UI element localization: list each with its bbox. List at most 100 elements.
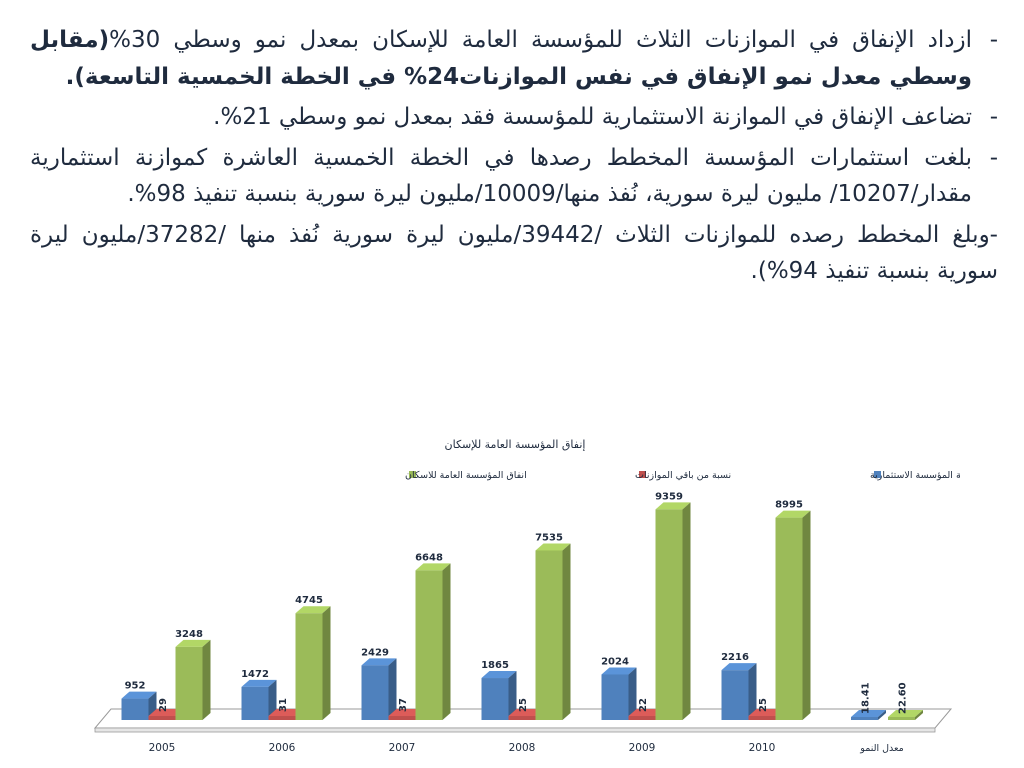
bar-investment-side [268, 679, 277, 720]
bar-spending-rate-side [915, 710, 923, 720]
data-label: 952 [125, 681, 146, 692]
bar-share-top [748, 709, 784, 716]
bar-investment-side [388, 658, 397, 720]
bar-investment-rate [851, 710, 886, 720]
bar-investment [601, 667, 637, 720]
bar-spending-front [415, 570, 443, 720]
data-label: 2024 [601, 656, 629, 667]
x-tick-label: 2005 [149, 742, 176, 754]
bar-investment [241, 679, 277, 720]
data-label: 7535 [535, 532, 563, 543]
legend-label: نسبة من باقي الموازنات [635, 470, 731, 481]
bar-investment [721, 663, 757, 720]
bar-spending [655, 502, 691, 720]
bar-spending-front [535, 550, 563, 720]
bar-spending-top [535, 543, 571, 551]
data-label: 25 [518, 698, 529, 712]
bar-share-top [628, 709, 664, 716]
bar-spending-top [175, 639, 211, 647]
chart-title: إنفاق المؤسسة العامة للإسكان [445, 438, 586, 451]
bullet-dash: - [989, 104, 998, 130]
legend-swatch [639, 471, 646, 478]
bar-spending-top [655, 502, 691, 510]
x-tick-label: معدل النمو [859, 743, 903, 754]
bar-investment-front [121, 698, 149, 720]
bar-spending [775, 510, 811, 720]
x-tick-label: 2008 [509, 742, 536, 754]
bar-spending-front [175, 646, 203, 720]
bar-spending-side [802, 510, 811, 720]
x-tick-label: 2010 [749, 742, 776, 754]
bar-investment-top [121, 691, 157, 699]
bar-spending-side [682, 502, 691, 720]
paragraph-text: (مقابل وسطي معدل نمو الإنفاق في نفس المو… [30, 27, 972, 90]
data-label: 18.41 [861, 682, 872, 714]
bar-investment-rate-top [851, 710, 886, 717]
data-label: 3248 [175, 629, 203, 640]
bar-share-front [748, 716, 776, 720]
bar-spending-top [295, 606, 331, 614]
bar-share-front [628, 716, 656, 720]
bar-spending-rate-top [888, 710, 923, 717]
bar-investment-top [361, 658, 397, 666]
bar-spending-rate [888, 710, 923, 720]
paragraph-text: بلغت استثمارات المؤسسة المخطط رصدها في ا… [30, 144, 972, 208]
bar-chart: إنفاق المؤسسة العامة للإسكان موازنة المؤس… [93, 438, 960, 754]
bar-investment-rate-side [878, 710, 886, 720]
data-label: 2429 [361, 647, 389, 658]
bar-share-top [148, 709, 184, 716]
bar-investment-front [721, 670, 749, 720]
x-tick-label: 2009 [629, 742, 656, 754]
bar-share-front [508, 716, 536, 720]
legend-label: موازنة المؤسسة الاستثمارية [870, 470, 960, 481]
legend-swatch [874, 471, 881, 478]
data-label: 6648 [415, 552, 443, 563]
bar-investment-side [508, 671, 517, 720]
x-tick-label: 2007 [389, 742, 416, 754]
bullet-dash: - [989, 144, 998, 171]
bar-investment-front [601, 674, 629, 720]
chart-floor-edge [94, 727, 936, 733]
bar-spending-rate-front [888, 717, 915, 720]
data-label: 22.60 [898, 682, 909, 714]
data-label: 1865 [481, 660, 509, 671]
chart-container: إنفاق المؤسسة العامة للإسكان موازنة المؤس… [70, 430, 960, 760]
data-label: 22 [638, 698, 649, 712]
paragraph-text: تضاعف الإنفاق في الموازنة الاستثمارية لل… [213, 104, 972, 130]
bar-investment-side [628, 667, 637, 720]
x-tick-label: 2006 [269, 742, 296, 754]
paragraph-text: ازداد الإنفاق في الموازنات الثلاث للمؤسس… [109, 27, 972, 53]
bar-spending-side [322, 606, 331, 720]
legend-label: انفاق المؤسسة العامة للاسكان [405, 470, 527, 481]
data-label: 8995 [775, 500, 803, 511]
bar-spending [535, 543, 571, 720]
bullet-paragraph-4: -وبلغ المخطط رصده للموازنات الثلاث /3944… [30, 217, 998, 290]
data-label: 1472 [241, 669, 269, 680]
slide-text: - ازداد الإنفاق في الموازنات الثلاث للمؤس… [30, 22, 998, 294]
bar-investment-front [481, 678, 509, 720]
paragraph-text: -وبلغ المخطط رصده للموازنات الثلاث /3944… [30, 221, 998, 285]
bar-share-top [508, 709, 544, 716]
bar-share-top [388, 709, 424, 716]
data-label: 29 [158, 698, 169, 712]
bar-investment-front [361, 665, 389, 720]
bar-spending [415, 563, 451, 720]
bar-spending-side [202, 639, 211, 720]
bar-investment-side [748, 663, 757, 720]
bullet-paragraph-1: - ازداد الإنفاق في الموازنات الثلاث للمؤس… [30, 22, 998, 95]
bar-investment-top [721, 663, 757, 671]
bar-investment-top [241, 679, 277, 687]
bar-investment-front [241, 686, 269, 720]
bar-investment-rate-front [851, 717, 878, 720]
bar-spending-front [295, 613, 323, 720]
bar-share-front [268, 716, 296, 720]
data-label: 25 [758, 698, 769, 712]
data-label: 31 [278, 698, 289, 712]
data-label: 9359 [655, 491, 683, 502]
bar-spending-side [442, 563, 451, 720]
bar-spending [295, 606, 331, 720]
bar-investment-top [601, 667, 637, 675]
bar-spending-top [775, 510, 811, 518]
bullet-paragraph-3: - بلغت استثمارات المؤسسة المخطط رصدها في … [30, 140, 998, 213]
bar-investment-top [481, 671, 517, 679]
